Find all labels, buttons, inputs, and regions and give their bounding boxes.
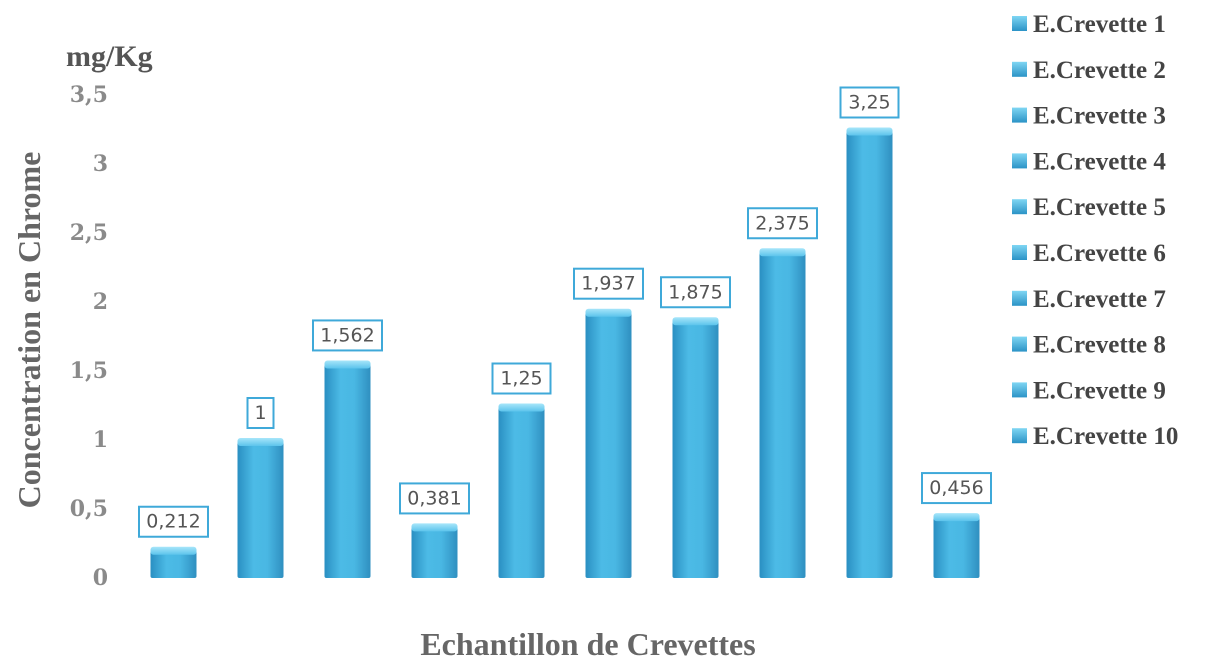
legend-item-label: E.Crevette 6 — [1033, 240, 1166, 267]
y-tick-label: 3,5 — [70, 82, 108, 108]
y-tick-label: 0 — [93, 565, 108, 591]
legend-item-label: E.Crevette 5 — [1033, 194, 1166, 221]
data-label: 0,381 — [407, 487, 461, 509]
legend-item-label: E.Crevette 9 — [1033, 377, 1166, 404]
legend-item-label: E.Crevette 10 — [1033, 423, 1178, 450]
y-axis-title: Concentration en Chrome — [11, 152, 47, 509]
data-label-box — [312, 319, 383, 352]
legend-swatch — [1012, 153, 1027, 169]
data-labels-group: 0,212 1 1,562 0,381 1,25 1,937 1,875 2,375 3,25 0… — [138, 86, 992, 538]
data-label: 1,875 — [668, 281, 722, 303]
y-tick-label: 2,5 — [70, 220, 108, 246]
legend-item-label: E.Crevette 8 — [1033, 332, 1166, 359]
bars-group — [150, 127, 980, 578]
data-label: 2,375 — [755, 212, 809, 234]
legend-item-label: E.Crevette 1 — [1033, 11, 1166, 38]
bar — [237, 440, 284, 578]
data-label: 1 — [254, 402, 266, 424]
legend-item-label: E.Crevette 4 — [1033, 148, 1166, 175]
legend-item-label: E.Crevette 3 — [1033, 103, 1166, 130]
data-label: 0,212 — [146, 511, 200, 533]
data-label: 3,25 — [848, 92, 890, 114]
bar-cap — [498, 403, 545, 412]
legend: E.Crevette 1 E.Crevette 2 E.Crevette 3 E.Cr… — [1012, 11, 1178, 450]
legend-swatch — [1012, 290, 1027, 306]
bar — [672, 319, 719, 578]
bar — [759, 250, 806, 578]
data-label: 1,937 — [581, 273, 635, 295]
legend-swatch — [1012, 107, 1027, 123]
y-tick-label: 1 — [93, 427, 108, 453]
legend-item-label: E.Crevette 7 — [1033, 286, 1166, 313]
bar — [498, 405, 545, 578]
bar-cap — [846, 127, 893, 136]
bar-cap — [411, 523, 458, 532]
legend-swatch — [1012, 199, 1027, 215]
y-axis-ticks: 0 0,5 1 1,5 2 2,5 3 3,5 — [70, 82, 108, 591]
legend-swatch — [1012, 16, 1027, 31]
data-label-box — [138, 505, 209, 538]
bar-cap — [672, 317, 719, 326]
y-unit-label: mg/Kg — [66, 40, 153, 73]
data-label-box — [839, 86, 900, 119]
bar — [150, 548, 197, 578]
bar — [411, 525, 458, 578]
data-label-box — [660, 276, 731, 309]
bar-cap — [150, 546, 197, 555]
x-axis-title: Echantillon de Crevettes — [420, 626, 755, 662]
legend-swatch — [1012, 382, 1027, 398]
data-label: 1,562 — [320, 324, 374, 346]
bar — [846, 129, 893, 578]
y-tick-label: 2 — [93, 289, 108, 315]
legend-swatch — [1012, 428, 1027, 444]
data-label-box — [747, 207, 818, 240]
data-label-box — [399, 482, 470, 515]
bar-cap — [585, 308, 632, 317]
data-label-box — [921, 472, 992, 505]
legend-swatch — [1012, 336, 1027, 352]
bar-cap — [933, 513, 980, 522]
y-tick-label: 3 — [93, 151, 108, 177]
bar — [585, 310, 632, 578]
data-label: 0,456 — [929, 477, 983, 499]
legend-item-label: E.Crevette 2 — [1033, 57, 1166, 84]
y-tick-label: 1,5 — [70, 358, 108, 384]
bar-cap — [237, 438, 284, 446]
bar-cap — [759, 248, 806, 257]
bar — [324, 362, 371, 578]
data-label-box — [246, 397, 275, 429]
bar-cap — [324, 360, 371, 369]
y-tick-label: 0,5 — [70, 496, 108, 522]
legend-swatch — [1012, 245, 1027, 260]
legend-swatch — [1012, 61, 1027, 77]
data-label-box — [491, 362, 552, 395]
data-label: 1,25 — [500, 368, 542, 390]
data-label-box — [573, 267, 644, 300]
bar — [933, 515, 980, 578]
